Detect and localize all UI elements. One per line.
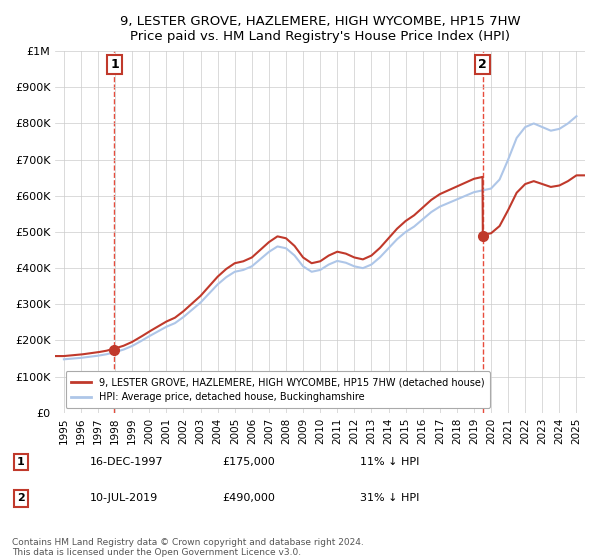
Text: 10-JUL-2019: 10-JUL-2019 [90, 493, 158, 503]
Text: £175,000: £175,000 [222, 457, 275, 467]
Title: 9, LESTER GROVE, HAZLEMERE, HIGH WYCOMBE, HP15 7HW
Price paid vs. HM Land Regist: 9, LESTER GROVE, HAZLEMERE, HIGH WYCOMBE… [120, 15, 520, 43]
Text: 2: 2 [17, 493, 25, 503]
Text: 1: 1 [110, 58, 119, 71]
Text: 2: 2 [478, 58, 487, 71]
Text: 31% ↓ HPI: 31% ↓ HPI [360, 493, 419, 503]
Text: Contains HM Land Registry data © Crown copyright and database right 2024.
This d: Contains HM Land Registry data © Crown c… [12, 538, 364, 557]
Legend: 9, LESTER GROVE, HAZLEMERE, HIGH WYCOMBE, HP15 7HW (detached house), HPI: Averag: 9, LESTER GROVE, HAZLEMERE, HIGH WYCOMBE… [65, 371, 490, 408]
Text: 16-DEC-1997: 16-DEC-1997 [90, 457, 164, 467]
Text: £490,000: £490,000 [222, 493, 275, 503]
Text: 1: 1 [17, 457, 25, 467]
Text: 11% ↓ HPI: 11% ↓ HPI [360, 457, 419, 467]
